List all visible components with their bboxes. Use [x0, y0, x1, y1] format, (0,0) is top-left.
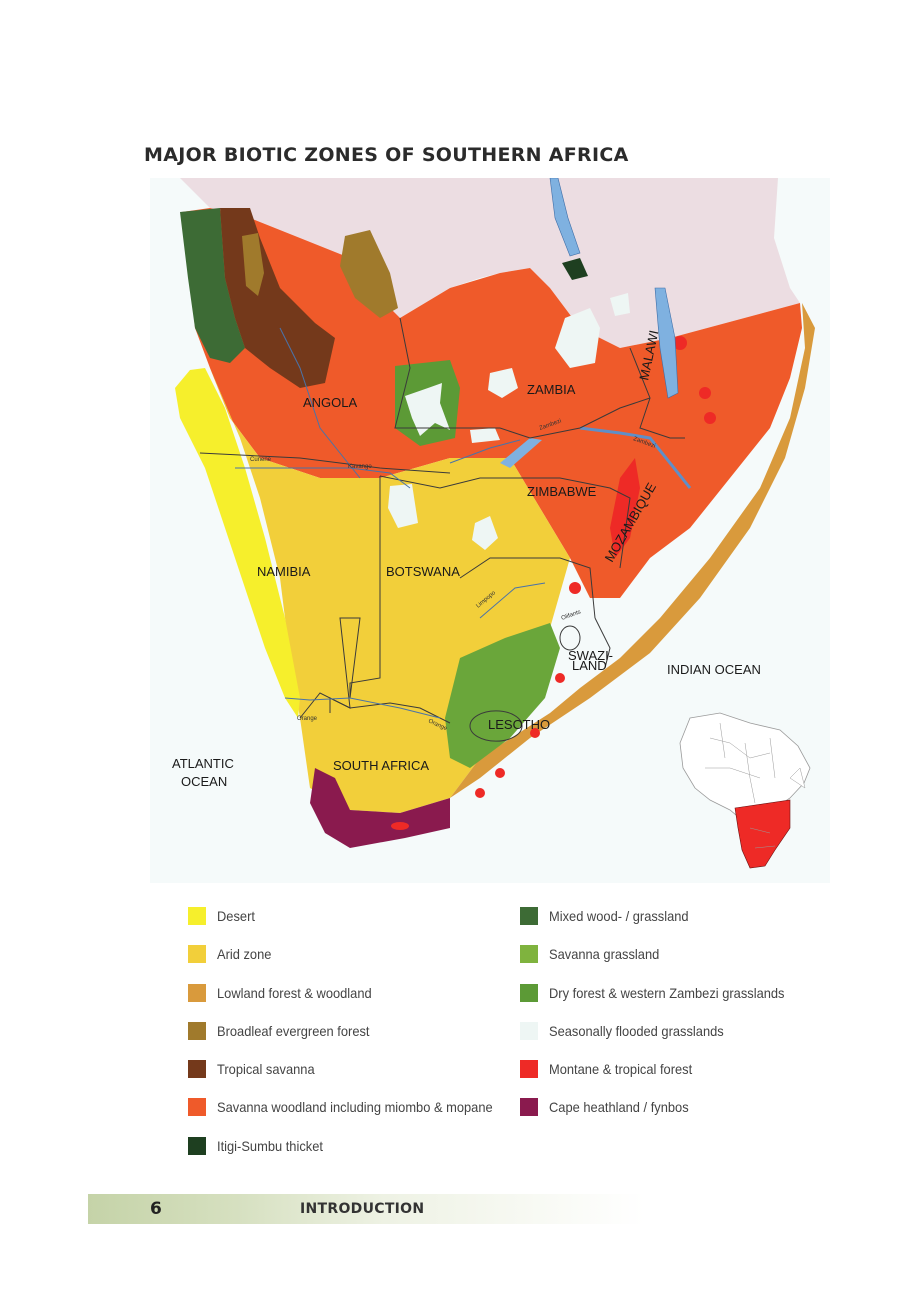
label-lesotho: LESOTHO [488, 717, 550, 732]
zone-montane-3 [699, 387, 711, 399]
river-cunene: Cunene [250, 457, 272, 463]
legend-item: Tropical savanna [188, 1060, 517, 1098]
map-title: MAJOR BIOTIC ZONES OF SOUTHERN AFRICA [144, 144, 629, 166]
footer-bar [88, 1194, 830, 1224]
legend-swatch [520, 945, 538, 964]
zone-savanna-grassland [445, 623, 560, 768]
north-africa-land [180, 178, 800, 348]
label-south-africa: SOUTH AFRICA [333, 758, 429, 773]
zone-flooded-5 [388, 484, 418, 528]
zone-montane-7 [530, 728, 540, 738]
legend-item: Itigi-Sumbu thicket [188, 1136, 517, 1175]
legend-swatch [520, 1060, 538, 1079]
zone-flooded-6 [472, 516, 498, 550]
zone-flooded-angola [405, 383, 450, 436]
legend-item: Desert [188, 907, 517, 945]
zone-montane-6 [555, 673, 565, 683]
country-borders [199, 317, 685, 742]
zone-montane-2 [673, 336, 687, 350]
lake-malawi [654, 287, 679, 399]
label-indian-ocean: INDIAN OCEAN [667, 662, 761, 677]
zone-montane-10 [391, 822, 409, 830]
label-atlantic-2: OCEAN [181, 774, 227, 789]
legend-swatch [188, 945, 206, 964]
zone-fynbos [310, 768, 450, 848]
legend-label: Seasonally flooded grasslands [549, 1022, 724, 1039]
legend-label: Desert [217, 908, 255, 924]
label-angola: ANGOLA [303, 395, 358, 410]
legend-label: Savanna woodland including miombo & mopa… [217, 1099, 493, 1116]
zone-flooded-3 [488, 368, 518, 398]
page-footer: 6 INTRODUCTION [88, 1194, 830, 1224]
legend-label: Montane & tropical forest [549, 1061, 693, 1078]
river-kavango: Kavango [348, 464, 372, 470]
map-legend: Desert Arid zone Lowland forest & woodla… [150, 895, 830, 1175]
legend-swatch [520, 1021, 538, 1040]
zone-flooded-1 [555, 308, 600, 368]
rivers [235, 327, 546, 719]
legend-label: Savanna grassland [549, 946, 660, 963]
zone-broadleaf-evergreen [340, 230, 398, 318]
inset-africa-map [679, 712, 811, 869]
legend-item: Montane & tropical forest [520, 1060, 805, 1098]
legend-item: Arid zone [188, 945, 517, 983]
zone-desert [175, 368, 300, 718]
zone-broadleaf-evergreen-2 [242, 233, 264, 296]
legend-swatch [188, 1136, 206, 1155]
legend-swatch [520, 983, 538, 1002]
lake-tanganyika [549, 178, 581, 257]
zone-itigi-sumbu [562, 258, 588, 280]
zone-flooded-4 [470, 428, 500, 443]
legend-item: Savanna grassland [520, 945, 805, 983]
biotic-zones-map: ANGOLA ZAMBIA MALAWI ZIMBABWE MOZAMBIQUE… [150, 178, 830, 883]
legend-label: Dry forest & western Zambezi grasslands [549, 984, 785, 1001]
zone-montane-9 [475, 788, 485, 798]
legend-swatch [188, 907, 206, 925]
label-zambia: ZAMBIA [527, 382, 576, 397]
river-orange-1: Orange [297, 716, 318, 722]
legend-label: Arid zone [217, 946, 272, 963]
legend-label: Mixed wood- / grassland [549, 908, 689, 924]
legend-item: Savanna woodland including miombo & mopa… [188, 1098, 517, 1136]
legend-item: Mixed wood- / grassland [520, 907, 805, 945]
legend-label: Itigi-Sumbu thicket [217, 1137, 323, 1154]
legend-label: Broadleaf evergreen forest [217, 1022, 370, 1039]
label-swaziland-1: SWAZI- [568, 648, 613, 663]
label-namibia: NAMIBIA [257, 564, 311, 579]
zone-montane-1 [610, 458, 640, 558]
legend-column-left: Desert Arid zone Lowland forest & woodla… [188, 907, 517, 1175]
legend-swatch [188, 1021, 206, 1040]
zone-montane-4 [704, 412, 716, 424]
page-number: 6 [150, 1199, 162, 1219]
section-name: INTRODUCTION [300, 1201, 425, 1217]
lake-kariba [500, 438, 542, 468]
legend-item: Cape heathland / fynbos [520, 1098, 805, 1136]
legend-label: Tropical savanna [217, 1061, 315, 1078]
zambezi-river-east [579, 426, 692, 489]
label-swaziland-2: LAND [572, 658, 607, 673]
legend-swatch [188, 983, 206, 1002]
label-atlantic-1: ATLANTIC [172, 756, 234, 771]
label-zimbabwe: ZIMBABWE [527, 484, 597, 499]
legend-swatch [188, 1098, 206, 1117]
legend-item: Dry forest & western Zambezi grasslands [520, 983, 805, 1022]
zone-montane-8 [495, 768, 505, 778]
zone-mixed-wood [180, 208, 245, 363]
legend-column-right: Mixed wood- / grassland Savanna grasslan… [520, 907, 805, 1137]
legend-label: Cape heathland / fynbos [549, 1099, 689, 1116]
legend-item: Lowland forest & woodland [188, 983, 517, 1022]
legend-item: Seasonally flooded grasslands [520, 1021, 805, 1060]
label-botswana: BOTSWANA [386, 564, 460, 579]
legend-swatch [520, 907, 538, 925]
zone-flooded-2 [610, 293, 630, 316]
zone-montane-5 [569, 582, 581, 594]
legend-label: Lowland forest & woodland [217, 984, 372, 1001]
legend-swatch [520, 1098, 538, 1117]
legend-swatch [188, 1060, 206, 1079]
legend-item: Broadleaf evergreen forest [188, 1021, 517, 1060]
zone-savanna-woodland [182, 208, 802, 598]
